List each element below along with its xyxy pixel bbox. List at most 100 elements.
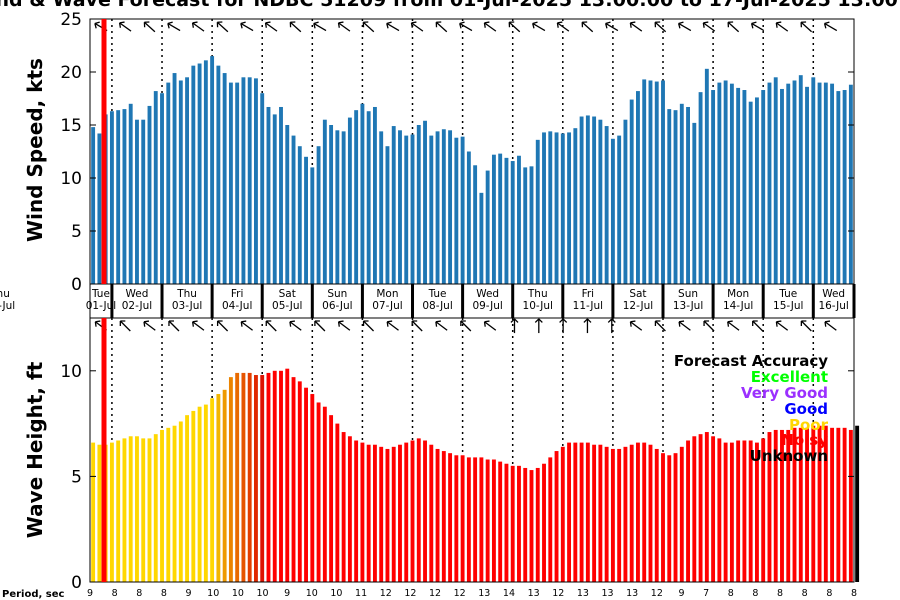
wind-speed-bar <box>636 91 640 284</box>
wave-height-bar <box>811 425 816 582</box>
wave-height-bar <box>191 410 196 582</box>
wave-height-bar <box>517 465 521 582</box>
wave-height-bar <box>429 444 434 582</box>
wind-speed-bar <box>347 117 352 284</box>
period-value: 12 <box>404 588 416 599</box>
wind-speed-bar <box>598 119 603 284</box>
wave-height-bar <box>360 442 365 582</box>
wave-height-bar <box>116 440 121 582</box>
wave-direction-arrow-icon <box>752 320 764 332</box>
wave-height-bar <box>548 457 553 582</box>
wind-speed-bar <box>241 77 246 284</box>
period-value: 9 <box>678 588 684 599</box>
wave-height-bar <box>654 448 659 582</box>
wind-speed-bar <box>254 78 258 284</box>
wave-height-bar <box>510 465 515 582</box>
date-label: 17-Jul <box>0 300 15 312</box>
day-of-week-label: Fri <box>582 288 595 300</box>
wind-speed-bar <box>473 165 478 284</box>
wind-direction-arrow-icon <box>289 21 302 33</box>
wind-speed-bar <box>435 131 440 284</box>
wind-direction-arrow-icon <box>677 21 692 32</box>
wind-direction-arrow-icon <box>264 21 278 32</box>
wave-direction-arrow-icon <box>386 320 399 331</box>
wave-direction-arrow-icon <box>824 320 837 331</box>
wave-height-bar <box>573 442 578 582</box>
wind-speed-bar <box>742 90 747 285</box>
wind-speed-bar <box>91 127 96 285</box>
day-separator <box>310 284 314 318</box>
wave-direction-arrow-icon <box>240 320 253 331</box>
wave-height-bar <box>266 372 271 582</box>
date-label: 09-Jul <box>472 300 502 312</box>
wave-height-panel: 0 5 10 Wave Height, ft Forecast Accuracy E… <box>23 317 860 593</box>
wind-speed-bar <box>848 84 853 284</box>
accuracy-legend: Forecast Accuracy Excellent Very Good Go… <box>674 352 829 465</box>
day-separator <box>852 284 856 318</box>
wave-height-bar <box>748 440 753 582</box>
wave-direction-arrow-icon <box>460 320 472 332</box>
wave-height-bar <box>717 438 722 582</box>
day-separator <box>511 284 515 318</box>
wave-height-bar <box>322 406 327 582</box>
day-separator <box>360 284 364 318</box>
wave-height-bar <box>91 442 96 582</box>
wave-height-bar <box>773 429 778 582</box>
wind-direction-arrow-icon <box>216 21 229 33</box>
wave-direction-arrow-icon <box>800 320 812 332</box>
period-label: Period, sec <box>2 589 65 600</box>
wind-direction-arrow-icon <box>362 21 375 33</box>
wind-direction-arrow-icon <box>240 21 254 32</box>
wave-height-bar <box>310 394 315 582</box>
wind-speed-bar <box>498 153 503 284</box>
wind-speed-bar <box>379 131 384 284</box>
day-of-week-label: Thu <box>176 288 197 300</box>
wind-speed-bar <box>729 83 734 284</box>
wind-speed-bar <box>573 128 578 284</box>
period-value: 9 <box>284 588 290 599</box>
wave-height-bar <box>504 463 509 582</box>
wind-speed-bar <box>610 138 615 284</box>
wind-speed-bar <box>160 93 164 284</box>
wind-speed-bar <box>692 122 697 284</box>
wind-speed-bar <box>579 116 584 285</box>
wave-height-bar <box>385 448 390 582</box>
wave-height-bar <box>222 389 227 582</box>
wave-height-bar <box>141 438 146 582</box>
wave-height-bar <box>197 406 202 582</box>
wave-direction-arrow-icon <box>168 320 180 332</box>
wind-y-tick-label: 25 <box>60 10 82 30</box>
wave-height-bar <box>122 438 127 582</box>
wave-height-bar <box>291 377 296 582</box>
wave-direction-arrow-icon <box>337 320 351 331</box>
wave-height-bar <box>185 415 190 582</box>
wind-speed-bar <box>780 88 784 285</box>
wind-speed-bar <box>203 60 208 285</box>
wind-direction-arrow-icon <box>605 21 619 32</box>
wave-y-ticks: 0 5 10 <box>60 362 854 593</box>
wave-y-tick-label: 5 <box>71 467 82 487</box>
wave-direction-arrow-icon <box>191 320 205 331</box>
wind-speed-bar <box>122 109 127 284</box>
period-value: 8 <box>777 588 783 599</box>
wind-speed-bar <box>423 120 427 284</box>
day-of-week-label: Wed <box>822 288 845 300</box>
wind-speed-bar <box>266 106 271 284</box>
date-label: 05-Jul <box>272 300 302 312</box>
wind-speed-bar <box>228 82 233 284</box>
wave-direction-arrow-icon <box>411 320 423 332</box>
wind-y-tick-label: 10 <box>60 169 82 189</box>
wind-speed-bar <box>216 65 221 284</box>
wave-direction-arrow-icon <box>678 320 691 331</box>
wind-speed-bar <box>141 119 146 284</box>
wave-height-bar <box>585 442 590 582</box>
wave-height-bar <box>466 457 471 582</box>
wind-speed-bar <box>210 56 215 284</box>
wind-speed-bar <box>448 130 453 284</box>
wave-direction-arrow-icon <box>362 320 375 332</box>
wind-speed-bar <box>805 86 809 284</box>
date-label: 10-Jul <box>523 300 553 312</box>
wave-height-bar <box>836 427 841 582</box>
wave-height-bar <box>210 398 215 582</box>
